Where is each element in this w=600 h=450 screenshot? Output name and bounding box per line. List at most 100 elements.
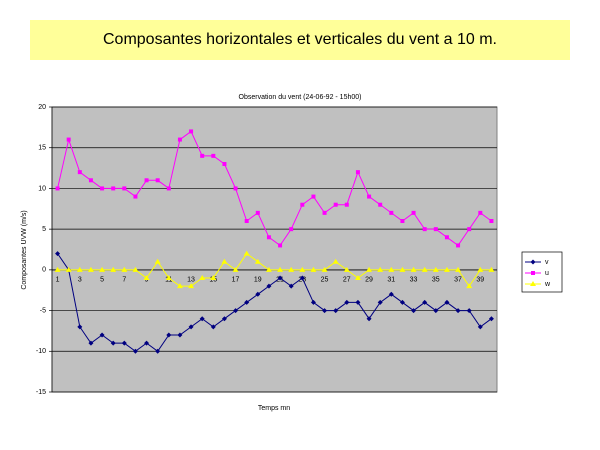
- x-tick-label: 19: [254, 277, 262, 284]
- data-point: [321, 266, 328, 272]
- data-point: [265, 266, 272, 272]
- data-point: [233, 186, 238, 191]
- data-point: [289, 227, 294, 232]
- data-point: [166, 332, 172, 338]
- data-point: [99, 332, 105, 338]
- data-point: [322, 308, 328, 314]
- data-point: [432, 266, 439, 272]
- data-point: [300, 202, 305, 207]
- data-point: [400, 219, 405, 223]
- y-tick-label: 15: [38, 145, 46, 152]
- data-point: [388, 291, 394, 297]
- data-point: [188, 283, 195, 289]
- data-point: [277, 275, 283, 281]
- data-point: [332, 258, 339, 264]
- y-tick-label: 10: [38, 185, 46, 192]
- data-point: [199, 275, 206, 280]
- data-point: [132, 348, 138, 354]
- data-point: [200, 153, 205, 158]
- data-point: [530, 281, 536, 286]
- data-point: [266, 235, 271, 240]
- data-point: [121, 266, 128, 272]
- data-point: [244, 219, 249, 223]
- data-point: [366, 266, 373, 272]
- data-point: [444, 299, 450, 305]
- data-point: [221, 316, 227, 322]
- data-point: [222, 162, 227, 166]
- y-tick-label: 5: [42, 226, 46, 233]
- data-point: [488, 266, 495, 272]
- series-line: [57, 253, 492, 352]
- x-tick-label: 29: [365, 277, 373, 284]
- data-point: [244, 299, 250, 305]
- x-tick-label: 27: [343, 277, 351, 284]
- data-point: [122, 186, 127, 191]
- data-point: [210, 275, 217, 280]
- x-tick-label: 11: [165, 277, 172, 284]
- x-tick-label: 15: [209, 277, 217, 284]
- y-tick-label: -5: [40, 307, 46, 314]
- data-point: [55, 251, 61, 257]
- x-tick-label: 33: [410, 277, 418, 284]
- y-axis-label: Composantes UVW (m/s): [21, 210, 28, 289]
- series-line: [57, 130, 492, 247]
- data-point: [410, 266, 417, 272]
- x-tick-label: 37: [454, 277, 462, 284]
- data-point: [166, 186, 171, 191]
- data-point: [232, 266, 239, 272]
- data-point: [277, 266, 284, 272]
- data-point: [177, 137, 182, 142]
- legend-label: w: [544, 281, 551, 288]
- data-point: [456, 243, 461, 248]
- data-point: [254, 258, 261, 264]
- data-point: [333, 308, 339, 314]
- data-point: [466, 308, 472, 314]
- x-tick-label: 5: [100, 277, 104, 284]
- data-point: [388, 266, 395, 272]
- data-point: [132, 266, 139, 272]
- data-point: [311, 194, 316, 199]
- x-axis-label: Temps mn: [258, 405, 290, 412]
- data-point: [478, 210, 483, 215]
- y-tick-label: 0: [42, 267, 46, 274]
- data-point: [143, 275, 150, 280]
- data-point: [530, 259, 536, 265]
- data-point: [266, 283, 272, 289]
- data-point: [433, 308, 439, 314]
- data-point: [288, 266, 295, 272]
- data-point: [477, 266, 484, 272]
- x-tick-label: 9: [145, 277, 149, 284]
- data-point: [110, 266, 117, 272]
- data-point: [422, 299, 428, 305]
- data-point: [310, 299, 316, 305]
- data-point: [155, 178, 160, 183]
- data-point: [65, 266, 72, 272]
- data-point: [255, 210, 260, 215]
- data-point: [489, 219, 494, 223]
- data-point: [531, 271, 535, 275]
- data-point: [422, 227, 427, 232]
- legend-box: [521, 251, 563, 293]
- data-point: [443, 266, 450, 272]
- data-point: [299, 275, 305, 281]
- data-point: [455, 308, 461, 314]
- data-point: [366, 316, 372, 322]
- data-point: [144, 178, 149, 183]
- y-tick-label: -15: [36, 389, 46, 396]
- x-tick-label: 39: [476, 277, 484, 284]
- data-point: [255, 291, 261, 297]
- data-point: [322, 210, 327, 215]
- legend-label: u: [545, 270, 549, 277]
- data-point: [378, 202, 383, 207]
- data-point: [455, 266, 462, 272]
- data-point: [133, 194, 138, 199]
- data-point: [155, 348, 161, 354]
- x-tick-label: 7: [122, 277, 126, 284]
- data-point: [76, 266, 83, 272]
- data-point: [199, 316, 205, 322]
- data-point: [243, 250, 250, 256]
- data-point: [467, 227, 472, 232]
- data-point: [221, 258, 228, 264]
- data-point: [355, 299, 361, 305]
- data-point: [299, 266, 306, 272]
